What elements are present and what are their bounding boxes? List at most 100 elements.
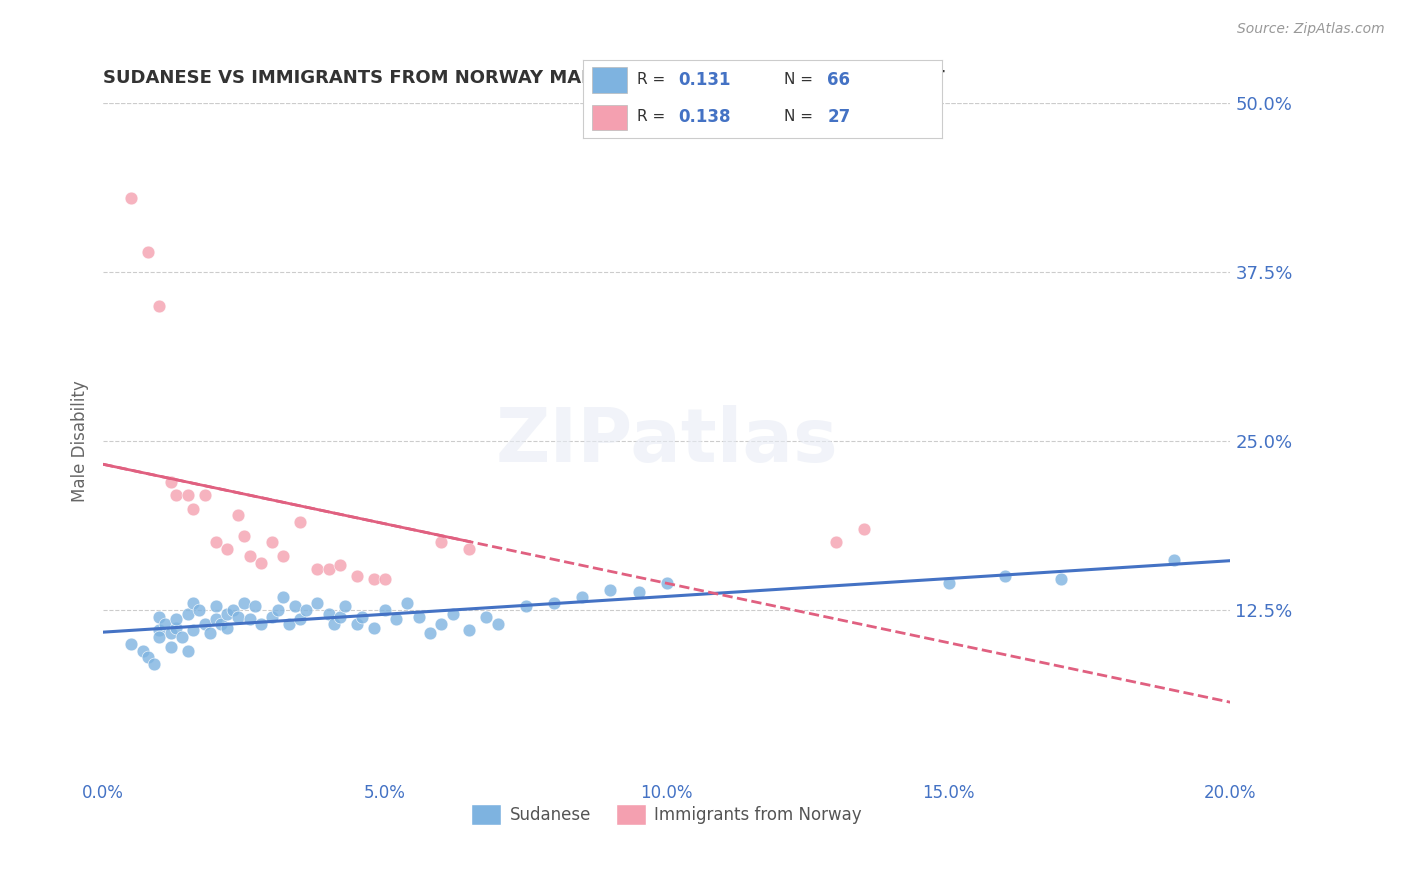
Point — [250, 616, 273, 631]
Y-axis label: Male Disability: Male Disability — [72, 380, 89, 502]
Point — [262, 609, 284, 624]
Point — [228, 609, 250, 624]
Point — [159, 626, 181, 640]
Point — [419, 626, 441, 640]
Point — [430, 616, 453, 631]
Legend: Sudanese, Immigrants from Norway: Sudanese, Immigrants from Norway — [465, 797, 869, 831]
Text: ZIPatlas: ZIPatlas — [495, 405, 838, 477]
Point — [655, 576, 678, 591]
Point — [273, 590, 295, 604]
Text: SUDANESE VS IMMIGRANTS FROM NORWAY MALE DISABILITY CORRELATION CHART: SUDANESE VS IMMIGRANTS FROM NORWAY MALE … — [103, 69, 945, 87]
Point — [120, 191, 142, 205]
Point — [205, 612, 228, 626]
Point — [396, 596, 419, 610]
Point — [994, 569, 1017, 583]
Point — [458, 542, 481, 557]
Point — [267, 603, 290, 617]
Point — [165, 488, 187, 502]
Point — [120, 637, 142, 651]
Point — [458, 624, 481, 638]
Point — [148, 299, 170, 313]
Point — [176, 607, 198, 621]
Point — [318, 562, 340, 576]
Point — [318, 607, 340, 621]
Text: R =: R = — [637, 109, 671, 124]
Point — [278, 616, 301, 631]
Point — [853, 522, 876, 536]
Point — [290, 515, 312, 529]
Point — [323, 616, 346, 631]
Point — [1163, 553, 1185, 567]
Point — [335, 599, 357, 613]
Point — [217, 542, 239, 557]
Point — [363, 572, 385, 586]
Point — [307, 596, 329, 610]
Point — [430, 535, 453, 549]
Text: 66: 66 — [827, 70, 851, 89]
Point — [346, 569, 368, 583]
Point — [571, 590, 593, 604]
Point — [374, 603, 396, 617]
Point — [352, 609, 374, 624]
Point — [136, 244, 159, 259]
Point — [228, 508, 250, 523]
Point — [938, 576, 960, 591]
Point — [307, 562, 329, 576]
Point — [217, 607, 239, 621]
Point — [273, 549, 295, 563]
Point — [181, 624, 204, 638]
Point — [148, 609, 170, 624]
Bar — [592, 104, 627, 130]
Text: N =: N = — [785, 72, 818, 87]
Text: N =: N = — [785, 109, 818, 124]
Point — [222, 603, 245, 617]
Bar — [592, 67, 627, 93]
Point — [363, 621, 385, 635]
Point — [148, 624, 170, 638]
Point — [329, 558, 352, 573]
Point — [200, 626, 222, 640]
Point — [627, 585, 650, 599]
Point — [245, 599, 267, 613]
Text: 27: 27 — [827, 108, 851, 126]
Point — [159, 640, 181, 654]
Point — [385, 612, 408, 626]
Point — [205, 599, 228, 613]
Point — [239, 549, 262, 563]
Point — [441, 607, 464, 621]
Point — [543, 596, 565, 610]
Point — [284, 599, 307, 613]
Point — [233, 596, 256, 610]
Point — [486, 616, 509, 631]
Point — [262, 535, 284, 549]
Point — [374, 572, 396, 586]
Point — [824, 535, 846, 549]
Point — [211, 616, 233, 631]
Point — [515, 599, 537, 613]
Text: 0.138: 0.138 — [679, 108, 731, 126]
Point — [239, 612, 262, 626]
Point — [346, 616, 368, 631]
Point — [187, 603, 209, 617]
Point — [290, 612, 312, 626]
Point — [181, 501, 204, 516]
Point — [205, 535, 228, 549]
Point — [1050, 572, 1073, 586]
Point — [165, 612, 187, 626]
Point — [475, 609, 498, 624]
Point — [250, 556, 273, 570]
Point — [329, 609, 352, 624]
Point — [165, 621, 187, 635]
Point — [153, 616, 176, 631]
Point — [408, 609, 430, 624]
Point — [176, 488, 198, 502]
Point — [295, 603, 318, 617]
Point — [217, 621, 239, 635]
Text: R =: R = — [637, 72, 671, 87]
Text: Source: ZipAtlas.com: Source: ZipAtlas.com — [1237, 22, 1385, 37]
Point — [159, 475, 181, 489]
Point — [233, 529, 256, 543]
Point — [181, 596, 204, 610]
Point — [194, 616, 217, 631]
Text: 0.131: 0.131 — [679, 70, 731, 89]
